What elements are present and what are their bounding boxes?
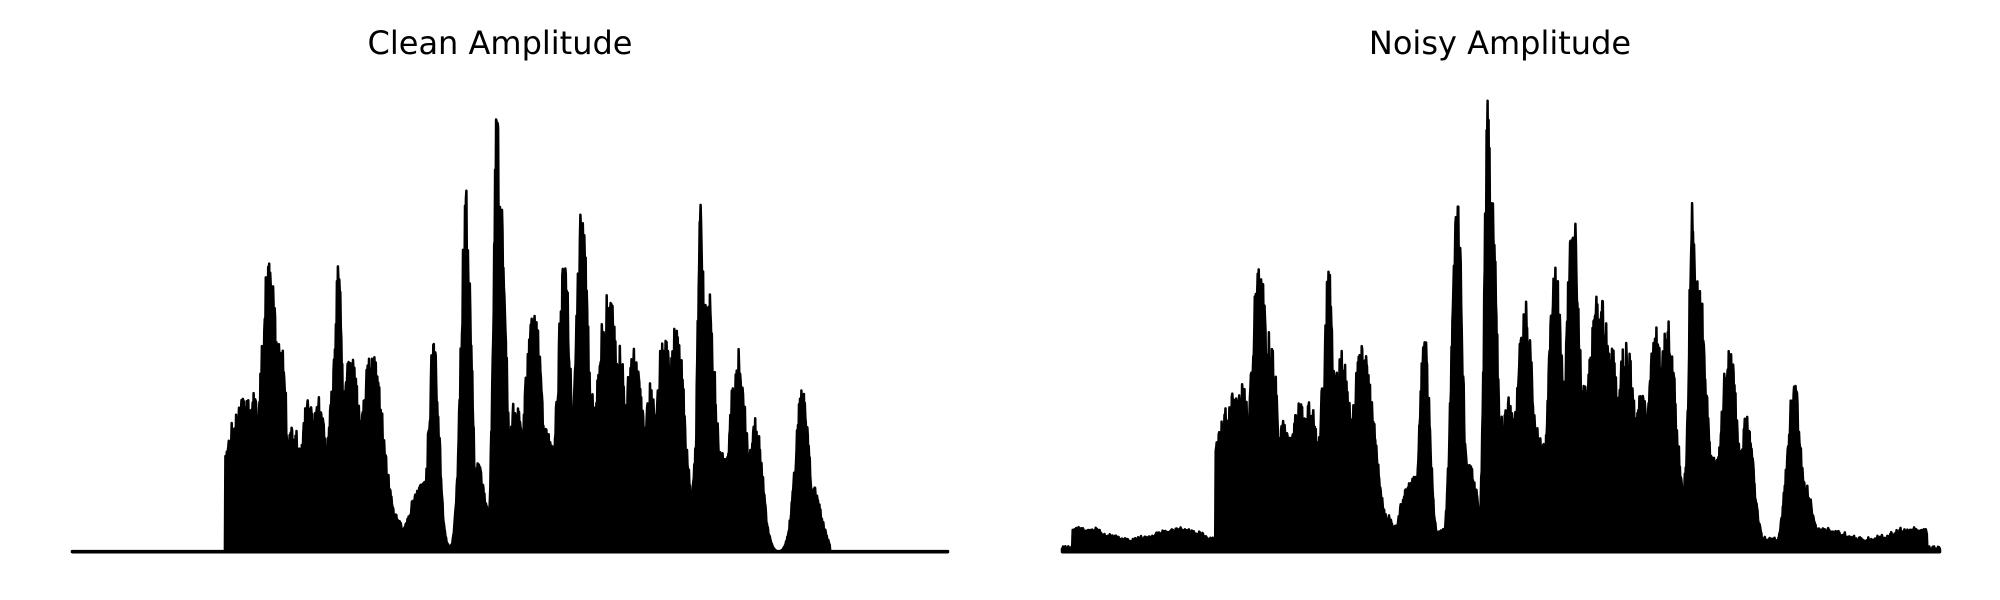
clean-waveform-area xyxy=(70,118,950,554)
clean-amplitude-plot xyxy=(70,118,950,554)
noisy-amplitude-plot xyxy=(1060,99,1942,554)
noisy-amplitude-panel: Noisy Amplitude xyxy=(1000,0,2000,600)
clean-amplitude-panel: Clean Amplitude xyxy=(70,24,950,554)
noisy-waveform-area xyxy=(1060,99,1942,554)
noisy-amplitude-title: Noisy Amplitude xyxy=(1368,24,1632,62)
clean-amplitude-title: Clean Amplitude xyxy=(367,24,633,62)
